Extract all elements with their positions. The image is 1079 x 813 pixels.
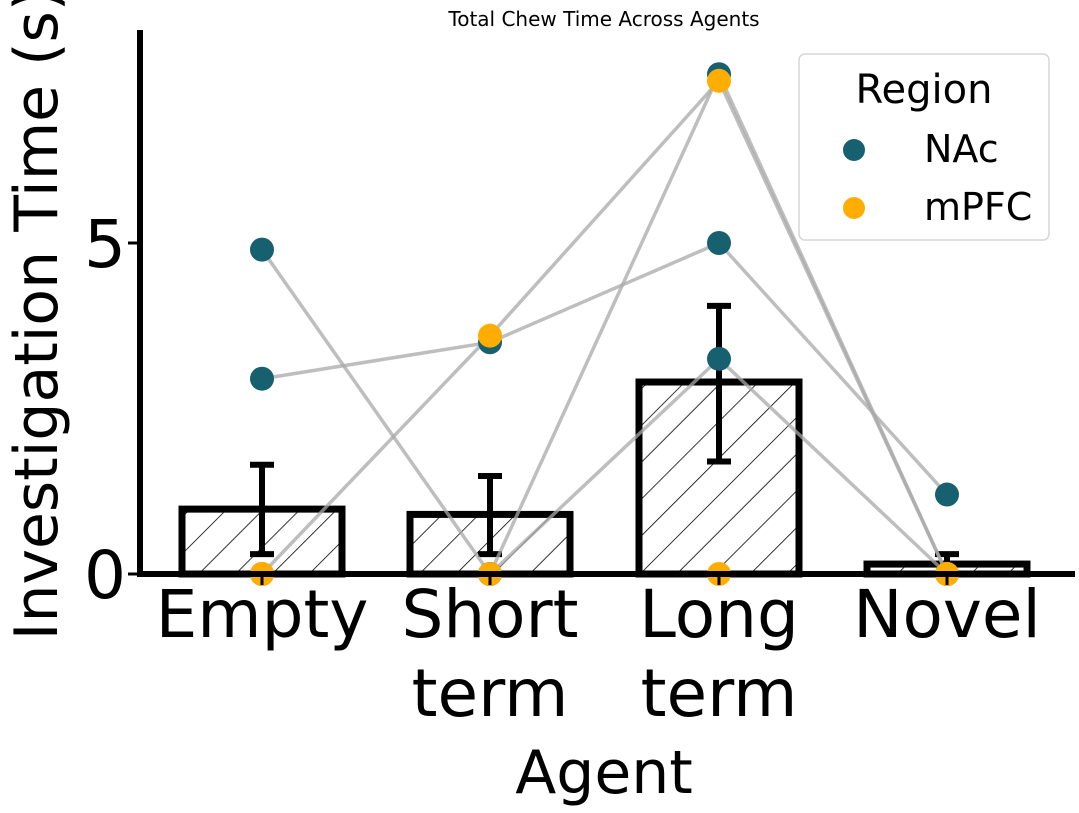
point-nac-3-long-term (707, 346, 731, 371)
x-axis-label: Agent (515, 738, 693, 808)
x-tick-label: term (641, 655, 798, 732)
y-axis-label: Investigation Time (s) (2, 0, 72, 640)
point-nac-1-empty (250, 237, 274, 262)
legend-label-mpfc: mPFC (924, 185, 1032, 229)
point-mpfc-4-long-term (707, 68, 731, 93)
error-bar-long-term (707, 302, 731, 465)
subject-line-2 (261, 240, 949, 496)
point-mpfc-4-short-term (478, 323, 502, 348)
subject-line-4 (260, 77, 949, 576)
legend-label-nac: NAc (924, 127, 999, 171)
x-tick-label: Short (401, 576, 578, 653)
error-bars-layer (250, 302, 959, 577)
y-tick-label: 0 (84, 537, 126, 614)
point-nac-2-novel (935, 482, 959, 507)
x-tick-label: Novel (853, 576, 1041, 653)
y-ticks: 05 (84, 206, 140, 614)
y-tick-label: 5 (84, 206, 126, 283)
x-tick-label: Long (639, 576, 799, 653)
point-nac-2-empty (250, 366, 274, 391)
x-tick-label: Empty (156, 576, 369, 653)
legend-title: Region (856, 67, 993, 113)
legend: Region NAc mPFC (798, 53, 1050, 241)
point-nac-2-long-term (707, 231, 731, 255)
error-bar-empty (250, 461, 274, 558)
legend-marker-nac (843, 139, 865, 161)
chart-title: Total Chew Time Across Agents (447, 7, 759, 31)
bars-layer (178, 378, 1031, 578)
legend-frame (798, 53, 1050, 241)
legend-marker-mpfc (843, 197, 865, 219)
x-tick-label: term (412, 655, 569, 732)
